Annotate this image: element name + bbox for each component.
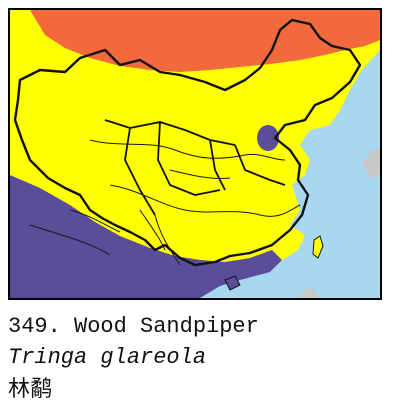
foreign-land-sw: [300, 288, 318, 298]
passage-range: [10, 10, 380, 278]
island-taiwan: [312, 235, 324, 259]
breeding-range: [30, 10, 380, 72]
species-scientific-name: Tringa glareola: [8, 345, 207, 370]
range-map-canvas: [10, 10, 380, 298]
species-chinese-name: 林鹬: [8, 377, 53, 402]
wintering-range-bohai: [257, 125, 279, 151]
rivers: [29, 139, 301, 266]
country-border: [13, 18, 362, 267]
species-number-name: 349. Wood Sandpiper: [8, 314, 259, 339]
province-borders: [104, 119, 286, 216]
foreign-land-korea: [362, 148, 380, 178]
range-map: [8, 8, 382, 300]
east-sea: [305, 130, 380, 298]
island-hainan: [224, 275, 241, 291]
wintering-range-southwest: [10, 175, 282, 298]
